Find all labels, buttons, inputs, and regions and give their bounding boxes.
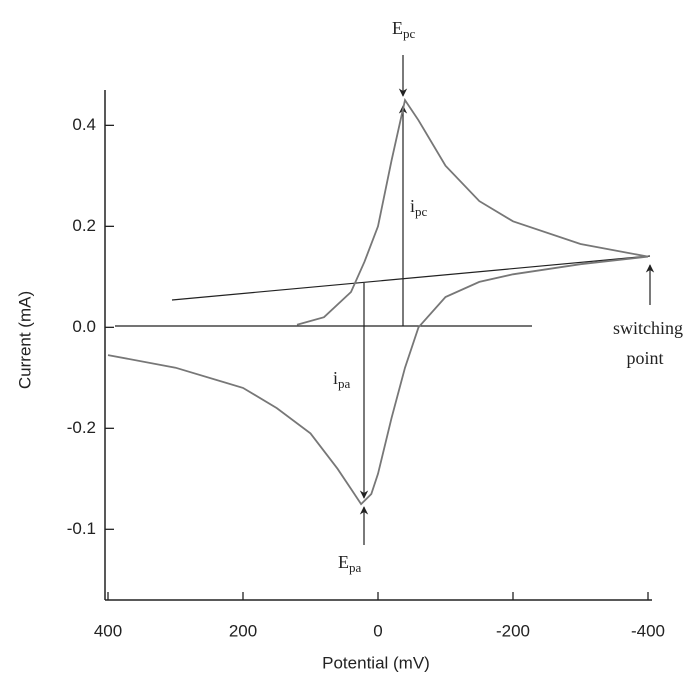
- y-tick-label: -0.2: [67, 418, 96, 437]
- x-axis-label: Potential (mV): [322, 653, 430, 672]
- epa-main: E: [338, 552, 349, 572]
- ipc-sub: pc: [415, 204, 428, 219]
- x-tick-label: -400: [631, 621, 665, 640]
- y-tick-label: -0.1: [67, 519, 96, 538]
- x-tick-label: -200: [496, 621, 530, 640]
- switching-label: switching: [613, 318, 683, 338]
- epc-sub: pc: [403, 26, 416, 41]
- switching-label: point: [626, 348, 663, 368]
- ipa-main: i: [333, 368, 338, 388]
- baseline-extrapolated: [171, 255, 651, 301]
- epc-main: E: [392, 18, 403, 38]
- ipa-label: ipa: [333, 368, 351, 391]
- x-tick-label: 0: [373, 621, 382, 640]
- epa-sub: pa: [349, 560, 362, 575]
- annotation-layer: Epc ipc ipa Epa switching point: [115, 18, 683, 575]
- y-tick-label: 0.4: [72, 115, 96, 134]
- ipc-main: i: [410, 196, 415, 216]
- ipa-sub: pa: [338, 376, 351, 391]
- cv-curve: [107, 255, 649, 506]
- y-tick-label: 0.2: [72, 216, 96, 235]
- y-axis-label: Current (mA): [15, 291, 34, 389]
- epa-label: Epa: [338, 552, 362, 575]
- x-tick-label: 400: [94, 621, 122, 640]
- x-tick-label: 200: [229, 621, 257, 640]
- epc-label: Epc: [392, 18, 416, 41]
- y-tick-label: 0.0: [72, 317, 96, 336]
- cv-curve: [296, 97, 649, 326]
- ipc-label: ipc: [410, 196, 428, 219]
